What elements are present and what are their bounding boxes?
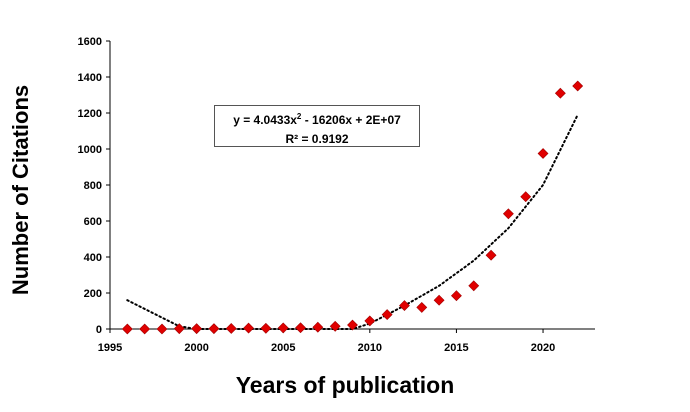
data-point <box>208 323 220 335</box>
axes: 0 200 400 600 800 1000 1200 1400 1600 1995 2000 200… <box>78 36 595 354</box>
data-point <box>364 315 376 327</box>
y-tick-label: 1200 <box>78 108 102 120</box>
y-tick-label: 400 <box>84 252 102 264</box>
data-point <box>173 323 185 335</box>
x-tick-label: 2005 <box>271 342 295 354</box>
x-tick-label: 2020 <box>531 342 555 354</box>
data-point <box>191 323 203 335</box>
data-point <box>121 323 133 335</box>
y-tick-label: 800 <box>84 180 102 192</box>
data-point <box>485 249 497 261</box>
trendline-equation: y = 4.0433x2 - 16206x + 2E+07 <box>215 107 419 130</box>
data-point <box>139 323 151 335</box>
data-point <box>295 322 306 334</box>
data-point <box>381 309 393 321</box>
y-tick-label: 1400 <box>78 72 102 84</box>
data-point <box>347 319 358 331</box>
data-point <box>277 322 289 334</box>
x-tick-label: 2010 <box>358 342 382 354</box>
data-point <box>572 80 584 92</box>
y-axis-title-text: Number of Citations <box>8 85 33 295</box>
data-point <box>433 294 445 306</box>
data-point <box>329 320 341 332</box>
data-points <box>121 80 584 335</box>
equation-suffix: - 16206x + 2E+07 <box>301 113 401 127</box>
data-point <box>451 290 462 302</box>
data-point <box>554 87 566 99</box>
x-tick-label: 1995 <box>98 342 122 354</box>
data-point <box>502 208 514 220</box>
data-point <box>416 301 428 313</box>
data-point <box>260 322 272 334</box>
x-axis-title: Years of publication <box>235 372 455 398</box>
r-squared: R² = 0.9192 <box>285 132 349 146</box>
data-point <box>399 300 410 312</box>
equation-exponent: 2 <box>296 112 302 121</box>
y-tick-label: 600 <box>84 216 102 228</box>
data-point <box>225 323 237 334</box>
data-point <box>156 323 168 335</box>
y-tick-label: 1000 <box>78 144 102 156</box>
x-tick-label: 2015 <box>444 342 468 354</box>
equation-prefix: y = 4.0433x <box>233 113 297 127</box>
x-tick-label: 2000 <box>184 342 208 354</box>
y-tick-label: 0 <box>96 324 102 336</box>
data-point <box>520 191 532 203</box>
y-tick-label: 1600 <box>78 36 102 48</box>
trendline-equation-box: y = 4.0433x2 - 16206x + 2E+07 R² = 0.919… <box>214 105 420 147</box>
y-tick-label: 200 <box>84 288 102 300</box>
data-point <box>312 321 324 333</box>
data-point <box>468 280 480 292</box>
data-point <box>537 148 549 159</box>
y-axis-title: Number of Citations <box>8 85 33 295</box>
data-point <box>243 322 254 334</box>
